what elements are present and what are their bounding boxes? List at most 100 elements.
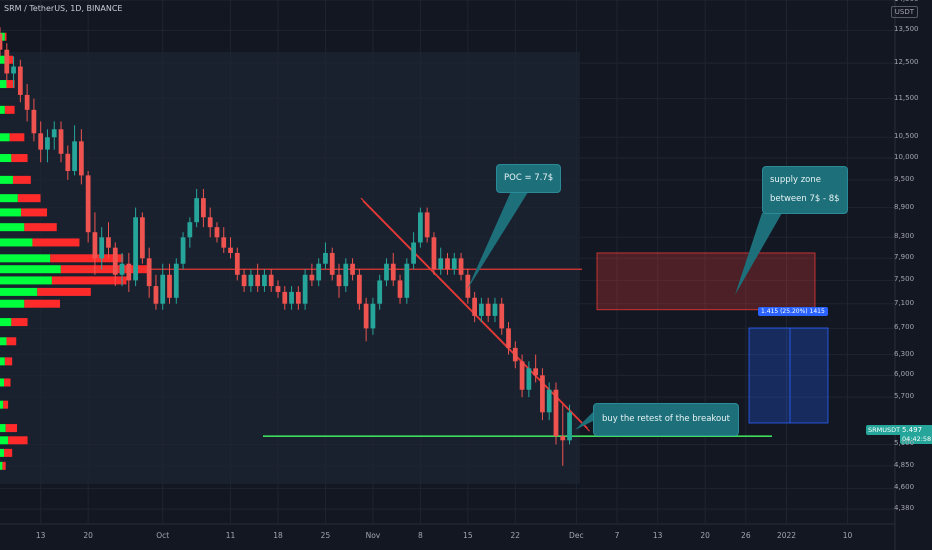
time-tick-label: 20: [700, 531, 710, 540]
candle-body-48: [323, 252, 328, 264]
volume-profile-up-bar-6: [0, 175, 13, 184]
candle-body-42: [282, 291, 288, 304]
volume-profile-up-bar-12: [0, 265, 61, 274]
candle-body-3: [17, 66, 23, 95]
candle-body-76: [512, 347, 518, 362]
volume-profile-down-bar-15: [24, 299, 60, 308]
price-tick-label: 14,500: [894, 0, 932, 3]
candle-body-71: [479, 303, 484, 316]
price-tick-label: 4,380: [894, 504, 915, 513]
candle-body-51: [343, 263, 349, 287]
candle-body-1: [4, 49, 10, 74]
candle-body-6: [38, 133, 44, 150]
volume-profile-up-bar-4: [0, 133, 10, 142]
candle-body-75: [506, 328, 511, 348]
candle-body-7: [45, 137, 50, 150]
candle-body-9: [58, 129, 64, 154]
candle-body-37: [248, 274, 254, 287]
candle-body-67: [451, 258, 457, 270]
supply-callout-pointer: [735, 213, 782, 295]
candle-body-80: [540, 375, 545, 413]
candle-body-32: [214, 227, 220, 238]
candle-body-18: [119, 263, 125, 275]
candle-body-21: [140, 217, 145, 259]
candle-body-43: [289, 291, 294, 304]
candle-body-64: [431, 237, 437, 270]
price-tick-label: 8,300: [894, 232, 915, 241]
price-tick-label: 9,500: [894, 174, 915, 183]
volume-profile-up-bar-17: [0, 337, 7, 346]
volume-profile-up-bar-16: [0, 318, 12, 327]
candle-body-30: [201, 198, 206, 218]
candle-body-20: [133, 217, 138, 281]
volume-profile-down-bar-10: [32, 238, 80, 247]
volume-profile-down-bar-22: [8, 436, 28, 445]
position-label: 1.415 (25.20%) 1415: [758, 307, 828, 316]
volume-profile-up-bar-20: [0, 400, 4, 409]
volume-profile-down-bar-20: [3, 400, 9, 409]
volume-profile-down-bar-0: [4, 32, 7, 41]
candle-body-14: [92, 232, 98, 259]
candle-body-53: [356, 274, 362, 304]
price-tick-label: 7,100: [894, 298, 915, 307]
axis-currency-label: USDT: [890, 6, 918, 18]
price-tick-label: 7,500: [894, 275, 915, 284]
volume-profile-down-bar-24: [2, 461, 6, 470]
candle-body-12: [78, 141, 84, 176]
volume-profile-down-bar-17: [6, 337, 17, 346]
volume-profile-down-bar-3: [4, 105, 15, 114]
candle-body-2: [11, 66, 16, 74]
time-tick-label: 2022: [776, 531, 797, 540]
time-tick-label: 26: [741, 531, 751, 540]
candle-body-10: [65, 153, 71, 171]
candle-body-4: [24, 94, 30, 110]
time-tick-label: Nov: [365, 531, 381, 540]
candle-body-23: [153, 286, 159, 304]
price-tick-label: 12,500: [894, 58, 919, 67]
volume-profile-down-bar-14: [37, 287, 91, 296]
poc-callout: POC = 7.7$: [496, 164, 562, 193]
candle-body-25: [167, 274, 172, 298]
candle-body-61: [411, 242, 416, 264]
price-tick-label: 7,900: [894, 253, 915, 262]
candle-body-34: [228, 247, 233, 253]
time-tick-label: Dec: [569, 531, 584, 540]
candle-body-28: [187, 222, 193, 238]
volume-profile-up-bar-19: [0, 378, 5, 387]
time-tick-label: 11: [225, 531, 236, 540]
candle-body-27: [180, 237, 186, 264]
candle-body-66: [445, 258, 450, 270]
candle-body-11: [72, 141, 77, 171]
candle-body-36: [241, 274, 247, 287]
volume-profile-up-bar-22: [0, 436, 9, 445]
price-tick-label: 8,900: [894, 202, 915, 211]
candle-body-58: [390, 263, 396, 281]
candle-body-17: [112, 247, 118, 275]
price-tag-symbol: SRMUSDT: [868, 426, 901, 434]
volume-profile-up-bar-18: [0, 357, 5, 366]
volume-profile-up-bar-3: [0, 105, 5, 114]
candle-body-38: [255, 274, 261, 287]
candle-body-46: [309, 274, 315, 281]
candle-body-8: [51, 129, 57, 138]
candle-body-72: [485, 303, 491, 316]
candle-body-59: [397, 280, 403, 298]
price-tick-label: 13,500: [894, 25, 919, 34]
candle-body-15: [99, 237, 105, 259]
price-tick-label: 11,500: [894, 93, 919, 102]
time-tick-label: 7: [614, 531, 620, 540]
candle-body-5: [31, 109, 37, 134]
trendline-lower: [362, 200, 590, 432]
volume-profile-up-bar-24: [0, 461, 3, 470]
volume-profile-down-bar-7: [17, 194, 41, 203]
last-price-value-tag: 5.497 04:42:58: [900, 425, 932, 444]
poc-label: POC = 7.7$: [504, 173, 554, 183]
supply-zone-callout: supply zone between 7$ - 8$: [762, 166, 848, 214]
volume-profile-down-bar-21: [5, 424, 18, 433]
candle-body-50: [336, 274, 342, 287]
volume-profile-up-bar-11: [0, 254, 51, 263]
volume-profile-down-bar-11: [50, 254, 124, 263]
candle-body-70: [472, 297, 477, 316]
candle-body-68: [458, 258, 464, 275]
